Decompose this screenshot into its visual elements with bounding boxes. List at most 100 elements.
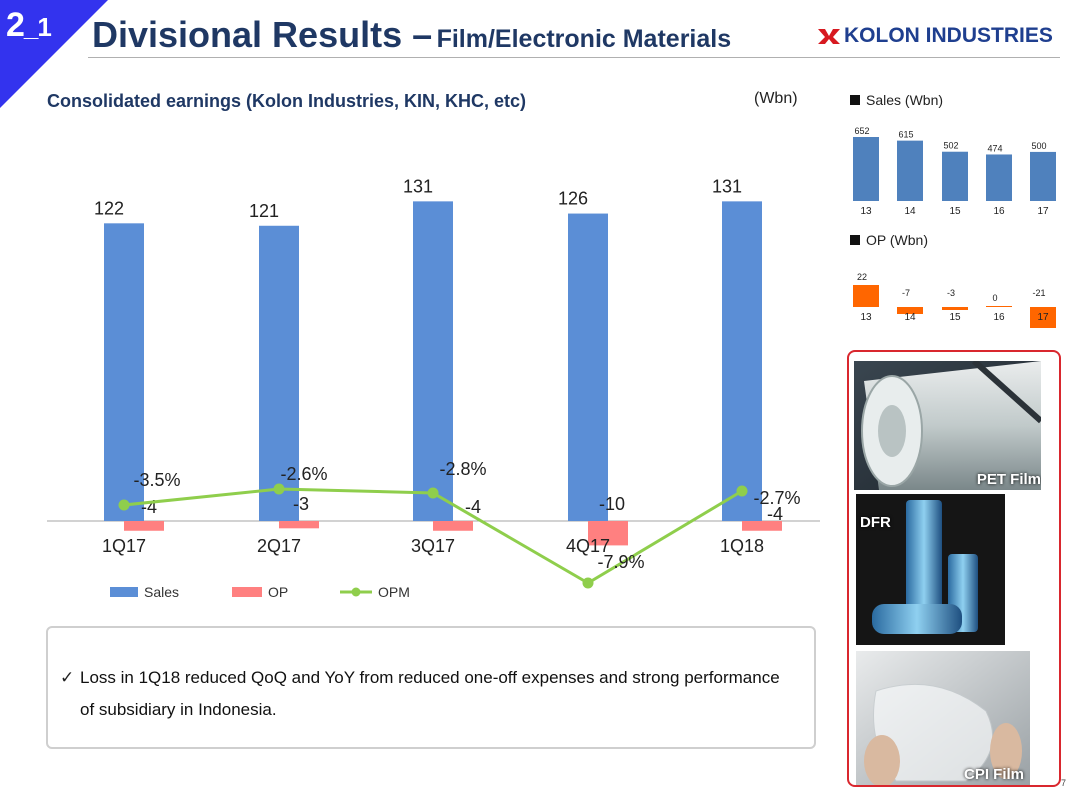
sales-bar-3Q17: [413, 201, 453, 522]
opm-point-1Q17: [118, 499, 130, 511]
cpi-film-image: [856, 651, 1030, 785]
mini-sales-tick-13: 13: [860, 206, 872, 217]
page-title-main: Divisional Results –: [92, 14, 433, 55]
opm-point-2Q17: [273, 483, 285, 495]
dfr-image: [856, 494, 1005, 645]
pet-film-photo: PET Film: [854, 361, 1041, 490]
opm-value-label-2Q17: -2.6%: [280, 464, 327, 484]
mini-sales-title: Sales (Wbn): [850, 92, 943, 108]
kolon-logo-icon: [818, 29, 840, 44]
mini-op-tick-15: 15: [949, 312, 961, 323]
sales-value-label-3Q17: 131: [403, 176, 433, 196]
page-number: 7: [1061, 778, 1067, 788]
legend-opm: OPM: [340, 584, 410, 600]
sales-bar-4Q17: [568, 213, 608, 521]
op-value-label-4Q17: -10: [599, 494, 625, 514]
mini-sales-bar-17: [1030, 151, 1056, 201]
mini-op-tick-14: 14: [904, 312, 916, 323]
legend-sales-label: Sales: [144, 584, 180, 600]
mini-op-tick-17: 17: [1037, 312, 1049, 323]
x-tick-label-4Q17: 4Q17: [566, 536, 610, 556]
op-bar-3Q17: [433, 521, 473, 531]
opm-point-4Q17: [582, 577, 594, 589]
sales-value-label-4Q17: 126: [558, 189, 588, 209]
mini-sales-tick-14: 14: [904, 206, 916, 217]
sales-bar-1Q17: [104, 223, 144, 521]
opm-value-label-3Q17: -2.8%: [439, 459, 486, 479]
dfr-photo: DFR: [856, 494, 1005, 645]
mini-sales-tick-17: 17: [1037, 206, 1049, 217]
mini-op-bar-17: [1030, 307, 1056, 328]
sales-value-label-1Q17: 122: [94, 198, 124, 218]
mini-sales-bar-14: [897, 140, 923, 201]
mini-op-tick-16: 16: [993, 312, 1005, 323]
mini-sales-value-16: 474: [987, 143, 1002, 153]
op-bar-1Q18: [742, 521, 782, 531]
op-value-label-1Q17: -4: [141, 497, 157, 517]
legend-opm-swatch: [340, 587, 372, 597]
cpi-film-label: CPI Film: [964, 766, 1025, 783]
check-icon: ✓: [60, 668, 75, 687]
op-bar-2Q17: [279, 521, 319, 529]
section-number: 2_1: [6, 6, 52, 44]
logo-text: KOLON INDUSTRIES: [844, 24, 1053, 47]
x-tick-label-1Q17: 1Q17: [102, 536, 146, 556]
opm-value-label-4Q17: -7.9%: [597, 552, 644, 572]
mini-op-bullet: [850, 235, 860, 245]
page-title: Divisional Results – Film/Electronic Mat…: [92, 14, 731, 56]
mini-op-value-15: -3: [947, 288, 955, 298]
sales-bar-1Q18: [722, 201, 762, 522]
mini-sales-bullet: [850, 95, 860, 105]
op-value-label-1Q18: -4: [767, 504, 783, 524]
cpi-film-photo: CPI Film: [856, 651, 1030, 785]
legend-sales-swatch: [110, 587, 138, 597]
mini-sales-value-13: 652: [854, 126, 869, 136]
pet-film-image: [854, 361, 1041, 490]
mini-sales-bar-16: [986, 154, 1012, 201]
mini-sales-bar-13: [853, 137, 879, 201]
dfr-label: DFR: [860, 514, 891, 531]
mini-op-value-16: 0: [992, 293, 997, 303]
x-tick-label-3Q17: 3Q17: [411, 536, 455, 556]
op-value-label-2Q17: -3: [293, 494, 309, 514]
sales-value-label-1Q18: 131: [712, 176, 742, 196]
op-bar-4Q17: [588, 521, 628, 546]
mini-op-value-17: -21: [1032, 288, 1045, 298]
mini-op-value-13: 22: [857, 272, 867, 282]
product-photo-frame: [847, 350, 1061, 787]
note-box: ✓ Loss in 1Q18 reduced QoQ and YoY from …: [46, 626, 816, 749]
section-corner-tab: [0, 0, 108, 108]
legend-opm-label: OPM: [378, 584, 410, 600]
mini-op-value-14: -7: [902, 288, 910, 298]
opm-value-label-1Q18: -2.7%: [753, 488, 800, 508]
mini-op-bar-14: [897, 307, 923, 314]
chart-subtitle: Consolidated earnings (Kolon Industries,…: [47, 91, 527, 111]
opm-point-3Q17: [427, 487, 439, 499]
company-logo: KOLON INDUSTRIES: [818, 24, 1053, 48]
title-divider: [88, 57, 1060, 58]
mini-op-title: OP (Wbn): [850, 232, 928, 248]
mini-sales-tick-16: 16: [993, 206, 1005, 217]
unit-label: (Wbn): [754, 90, 798, 107]
mini-sales-value-17: 500: [1031, 141, 1046, 151]
op-bar-1Q17: [124, 521, 164, 531]
opm-value-label-1Q17: -3.5%: [133, 470, 180, 490]
legend-op-label: OP: [268, 584, 289, 600]
legend-sales: Sales: [110, 584, 179, 600]
x-tick-label-1Q18: 1Q18: [720, 536, 764, 556]
x-tick-label-2Q17: 2Q17: [257, 536, 301, 556]
mini-op-bar-15: [942, 307, 968, 310]
pet-film-label: PET Film: [976, 471, 1041, 488]
mini-op-bar-13: [853, 285, 879, 307]
mini-op-bar-16: [986, 306, 1012, 307]
op-value-label-3Q17: -4: [465, 497, 481, 517]
page-title-sub: Film/Electronic Materials: [436, 25, 732, 53]
mini-sales-tick-15: 15: [949, 206, 961, 217]
note-text: Loss in 1Q18 reduced QoQ and YoY from re…: [80, 668, 780, 719]
mini-op-tick-13: 13: [860, 312, 872, 323]
mini-sales-value-15: 502: [943, 141, 958, 151]
mini-sales-bar-15: [942, 151, 968, 201]
sales-bar-2Q17: [259, 225, 299, 521]
sales-value-label-2Q17: 121: [249, 201, 279, 221]
